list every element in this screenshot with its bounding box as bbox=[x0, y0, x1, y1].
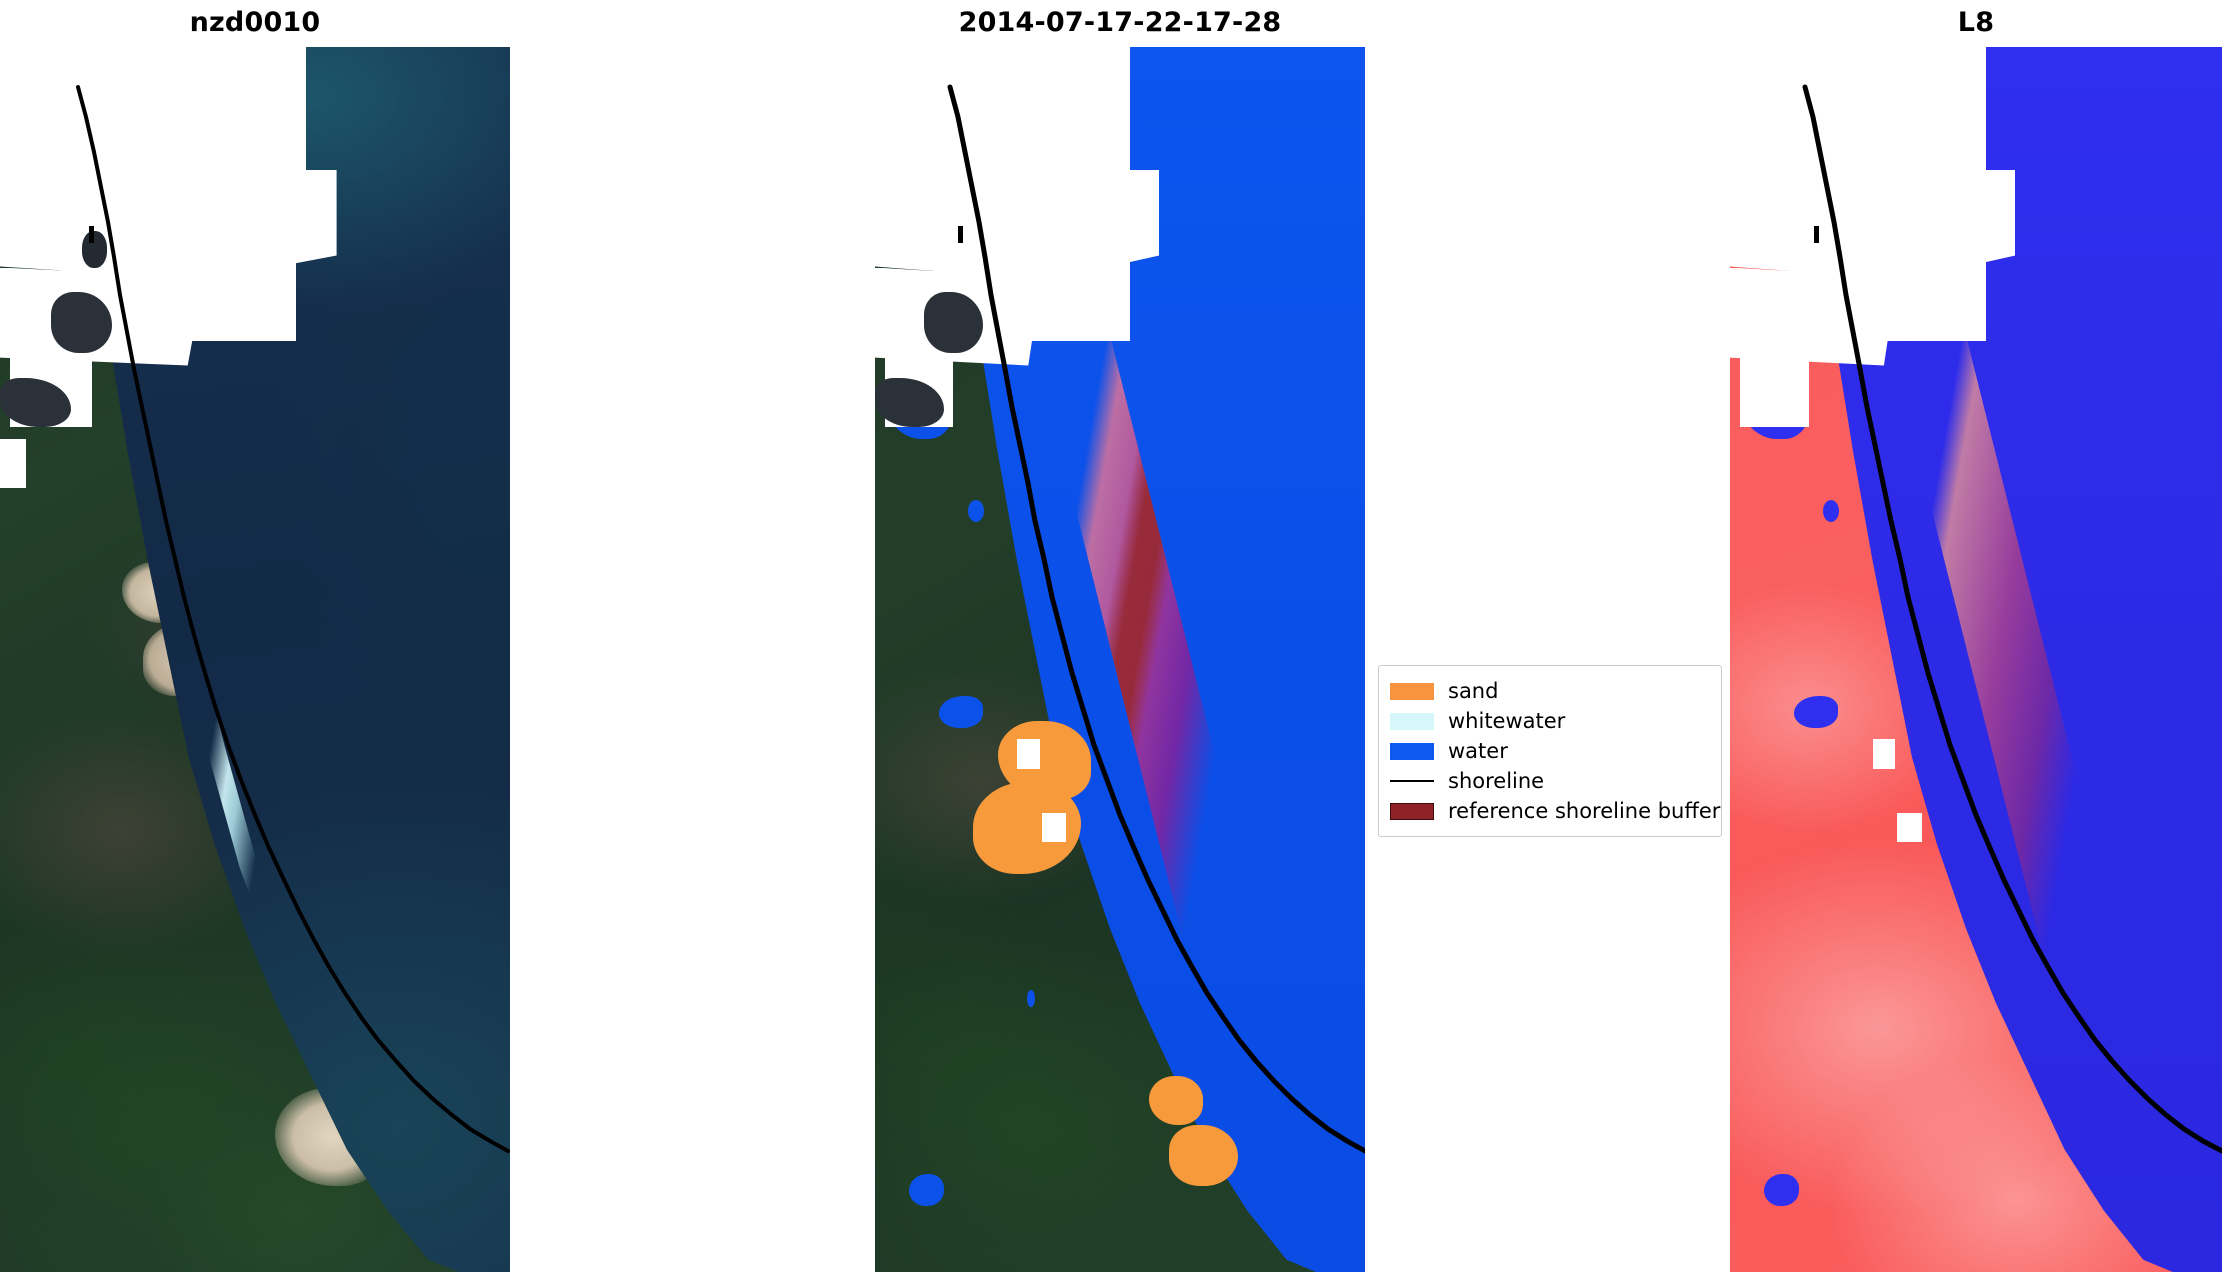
nodata-box bbox=[1017, 739, 1040, 769]
nodata-box bbox=[1897, 812, 1922, 843]
shoreline-marker bbox=[1813, 225, 1819, 243]
whitewater-swatch bbox=[1390, 712, 1434, 730]
legend-label: sand bbox=[1448, 678, 1499, 703]
headland bbox=[81, 230, 108, 268]
cloud-mask bbox=[40, 47, 102, 96]
legend-item-whitewater: whitewater bbox=[1390, 706, 1709, 736]
panel-false-colour-nir bbox=[1730, 47, 2222, 1272]
water-class-polygon bbox=[909, 1174, 944, 1206]
panel-c-title: L8 bbox=[1957, 7, 1995, 38]
water-class-polygon bbox=[1026, 990, 1035, 1008]
shoreline-line-swatch bbox=[1390, 773, 1434, 790]
panel-true-colour-image bbox=[0, 47, 510, 1272]
shoreline-polyline bbox=[1802, 84, 2222, 1154]
water-class-polygon bbox=[938, 696, 983, 729]
legend-label: reference shoreline buffer bbox=[1448, 798, 1721, 823]
shoreline-polyline bbox=[947, 84, 1365, 1154]
cloud-mask bbox=[1730, 267, 1898, 366]
cloud-mask bbox=[1769, 47, 1819, 96]
cloud-mask bbox=[914, 47, 964, 96]
legend-label: water bbox=[1448, 738, 1508, 763]
shoreline-marker bbox=[89, 225, 94, 243]
headland bbox=[51, 292, 113, 354]
water-class-polygon bbox=[968, 500, 984, 523]
reference-shoreline-buffer-swatch bbox=[1390, 802, 1434, 820]
water-polygon bbox=[1823, 500, 1840, 523]
legend-label: shoreline bbox=[1448, 768, 1545, 793]
headland bbox=[924, 292, 983, 354]
sand-class-polygon bbox=[1149, 1076, 1204, 1125]
water-swatch bbox=[1390, 742, 1434, 760]
nodata-box bbox=[1041, 812, 1067, 843]
sand-swatch bbox=[1390, 682, 1434, 700]
water-polygon bbox=[1793, 696, 1839, 729]
legend: sand whitewater water shoreline referenc… bbox=[1378, 665, 1722, 837]
cloud-mask bbox=[1739, 353, 1809, 427]
legend-item-reference-shoreline-buffer: reference shoreline buffer bbox=[1390, 796, 1720, 826]
cloud-mask bbox=[0, 439, 26, 488]
sand-class-polygon bbox=[1169, 1125, 1238, 1187]
shoreline-marker bbox=[958, 225, 964, 243]
legend-label: whitewater bbox=[1448, 708, 1566, 733]
water-polygon bbox=[1764, 1174, 1799, 1206]
legend-item-water: water bbox=[1390, 736, 1709, 766]
shoreline-polyline bbox=[76, 85, 510, 1153]
nodata-box bbox=[1872, 739, 1896, 769]
legend-item-shoreline: shoreline bbox=[1390, 766, 1709, 796]
panel-classified-overlay bbox=[875, 47, 1365, 1272]
legend-item-sand: sand bbox=[1390, 676, 1709, 706]
panel-b-title: 2014-07-17-22-17-28 bbox=[958, 7, 1282, 38]
panel-a-title: nzd0010 bbox=[189, 7, 321, 38]
